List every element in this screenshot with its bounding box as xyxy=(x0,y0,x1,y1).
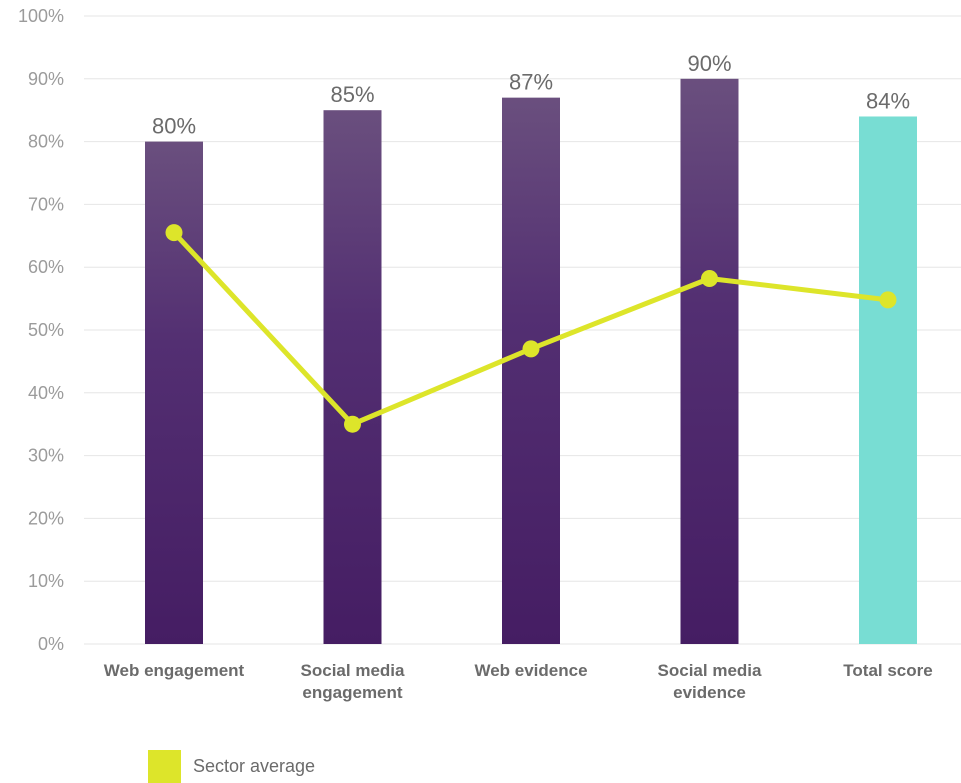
x-category-label-line: Total score xyxy=(843,661,932,680)
sector-average-point xyxy=(701,270,718,288)
sector-average-point xyxy=(522,340,540,358)
bar-data-label: 84% xyxy=(866,88,910,113)
x-category-label-line: evidence xyxy=(673,683,746,702)
x-category-label: Social media evidence xyxy=(658,661,762,702)
bar-data-label: 87% xyxy=(509,70,553,95)
y-tick-label: 90% xyxy=(28,69,64,89)
y-tick-label: 20% xyxy=(28,508,64,528)
y-tick-label: 10% xyxy=(28,571,64,591)
bar xyxy=(680,78,739,645)
y-tick-label: 80% xyxy=(28,132,64,152)
x-category-label: Web engagement xyxy=(104,661,245,680)
bar xyxy=(323,110,382,644)
y-tick-label: 70% xyxy=(28,194,64,214)
x-category-label-line: Social media xyxy=(658,661,762,680)
bar-data-labels: 80% 85% 87% 90% 84% xyxy=(152,51,910,139)
sector-average-point xyxy=(165,224,183,242)
sector-average-point xyxy=(344,415,361,433)
bar xyxy=(145,141,203,644)
y-tick-label: 40% xyxy=(28,383,64,403)
y-tick-label: 30% xyxy=(28,446,64,466)
x-category-label: Web evidence xyxy=(474,661,587,680)
y-tick-label: 50% xyxy=(28,320,64,340)
x-category-label-line: engagement xyxy=(302,683,402,702)
sector-average-line xyxy=(165,224,897,433)
x-category-label: Total score xyxy=(843,661,932,680)
y-tick-label: 0% xyxy=(38,634,64,654)
sector-average-point xyxy=(879,291,897,309)
bar xyxy=(502,97,560,644)
bar-data-label: 90% xyxy=(687,51,731,76)
bar-data-label: 80% xyxy=(152,114,196,139)
x-category-label-line: Web engagement xyxy=(104,661,245,680)
legend-label-sector-average: Sector average xyxy=(193,756,316,776)
bar xyxy=(859,116,917,645)
y-tick-label: 60% xyxy=(28,257,64,277)
bar-data-label: 85% xyxy=(330,82,374,107)
bars xyxy=(145,78,917,645)
legend-swatch-sector-average xyxy=(148,750,181,783)
legend: Sector average xyxy=(148,750,315,783)
x-category-label-line: Web evidence xyxy=(474,661,587,680)
y-axis-tick-labels: 0% 10% 20% 30% 40% 50% 60% 70% 80% 90% 100% xyxy=(18,6,64,654)
x-category-label: Social media engagement xyxy=(301,661,405,702)
x-axis-category-labels: Web engagement Social media engagement Web … xyxy=(104,661,933,702)
y-tick-label: 100% xyxy=(18,6,64,26)
x-category-label-line: Social media xyxy=(301,661,405,680)
